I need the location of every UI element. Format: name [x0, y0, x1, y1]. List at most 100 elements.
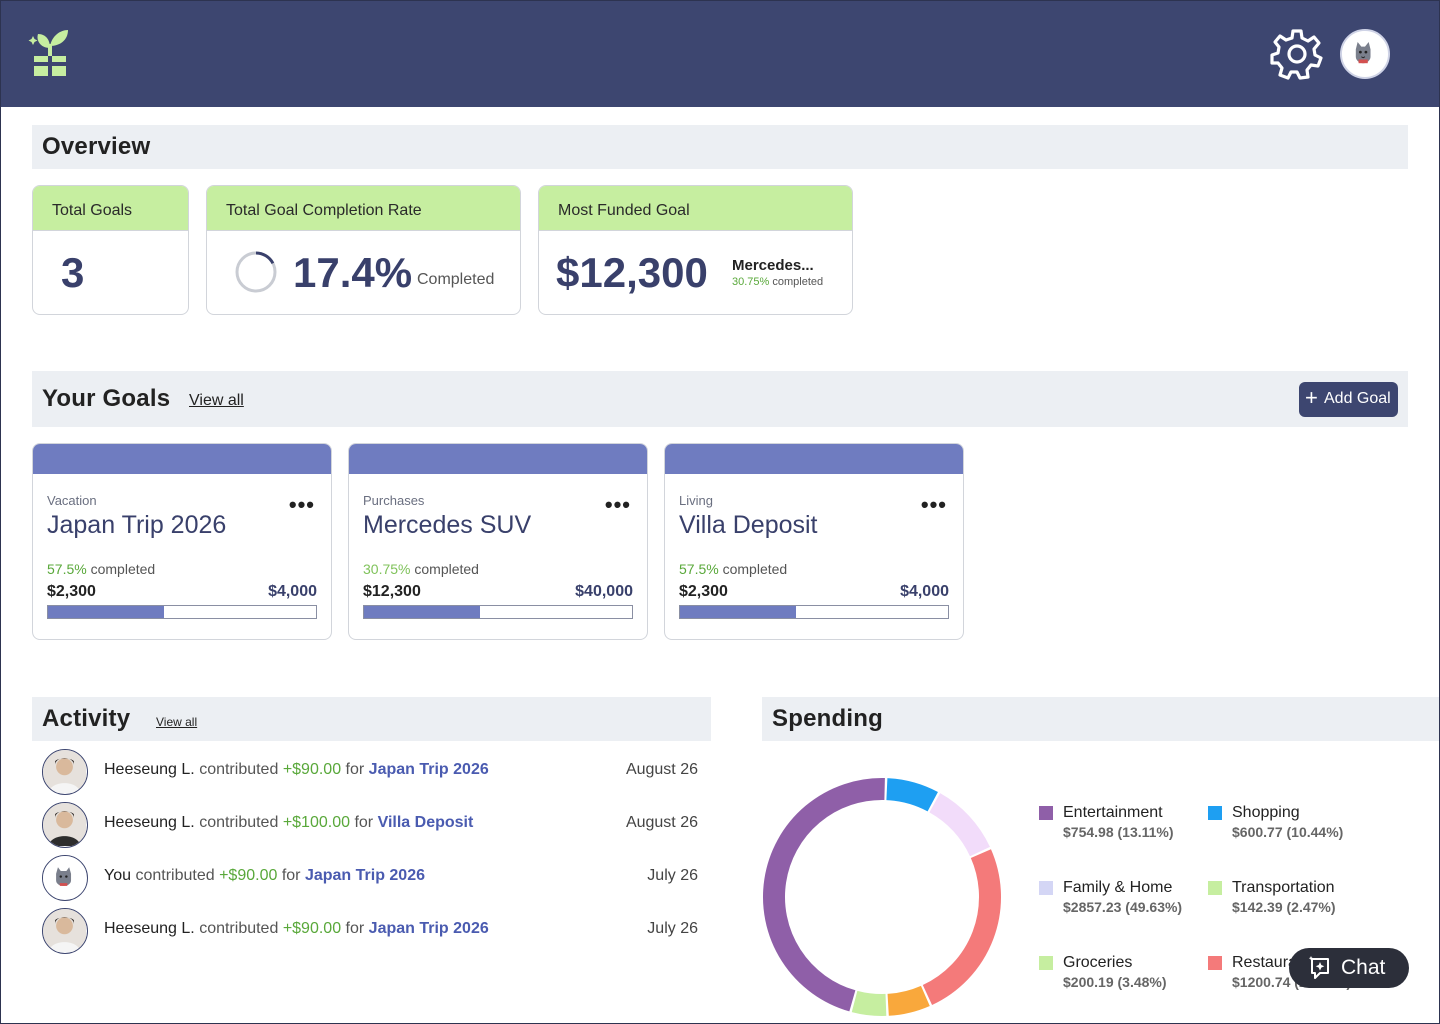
donut-slice-entertainment[interactable]: [763, 778, 885, 1012]
activity-text: Heeseung L. contributed +$100.00 for Vil…: [104, 814, 474, 831]
legend-swatch: [1039, 881, 1053, 895]
overview-header: Overview: [32, 125, 1408, 169]
activity-text: Heeseung L. contributed +$90.00 for Japa…: [104, 920, 489, 937]
avatar: [42, 749, 88, 795]
legend-value: $2857.23 (49.63%): [1063, 899, 1183, 915]
activity-header: Activity View all: [32, 697, 711, 741]
activity-date: July 26: [647, 867, 698, 884]
goal-card-band: [349, 444, 647, 474]
goal-target-amount: $4,000: [268, 583, 317, 600]
completion-rate-value: 17.4%: [293, 249, 413, 296]
chat-label: Chat: [1341, 956, 1386, 979]
goal-card-band: [33, 444, 331, 474]
most-funded-goal-name[interactable]: Mercedes...: [732, 257, 814, 274]
add-goal-button[interactable]: + Add Goal: [1299, 382, 1398, 417]
legend-value: $142.39 (2.47%): [1232, 899, 1336, 915]
activity-row[interactable]: Heeseung L. contributed +$100.00 for Vil…: [42, 800, 702, 848]
activity-row[interactable]: You contributed +$90.00 for Japan Trip 2…: [42, 853, 702, 901]
goal-card[interactable]: Purchases Mercedes SUV ••• 30.75% comple…: [348, 443, 648, 640]
goal-saved-amount: $2,300: [679, 583, 728, 600]
goal-card-band: [665, 444, 963, 474]
most-funded-card: Most Funded Goal $12,300 Mercedes... 30.…: [538, 185, 853, 315]
legend-value: $600.77 (10.44%): [1232, 824, 1344, 840]
sprout-logo-icon[interactable]: [28, 26, 72, 80]
plus-icon: +: [1305, 385, 1318, 410]
person-avatar-icon: [43, 909, 86, 952]
more-options-icon[interactable]: •••: [604, 492, 631, 517]
activity-title: Activity: [42, 705, 131, 732]
top-header: [0, 0, 1440, 107]
user-avatar[interactable]: [1340, 29, 1390, 79]
goal-saved-amount: $2,300: [47, 583, 96, 600]
activity-text: Heeseung L. contributed +$90.00 for Japa…: [104, 761, 489, 778]
more-options-icon[interactable]: •••: [920, 492, 947, 517]
activity-row[interactable]: Heeseung L. contributed +$90.00 for Japa…: [42, 906, 702, 954]
avatar: [42, 908, 88, 954]
activity-date: August 26: [625, 814, 698, 831]
legend-swatch: [1208, 806, 1222, 820]
most-funded-label: Most Funded Goal: [539, 186, 852, 231]
spending-donut-chart: [763, 778, 1001, 1016]
person-avatar-icon: [43, 750, 86, 793]
goal-name: Villa Deposit: [679, 511, 818, 539]
goal-category: Living: [679, 493, 713, 508]
total-goals-label: Total Goals: [33, 186, 188, 231]
spending-title: Spending: [772, 705, 883, 732]
donut-slice-groceries[interactable]: [851, 990, 887, 1016]
cat-avatar-icon: [43, 856, 86, 899]
goal-card[interactable]: Vacation Japan Trip 2026 ••• 57.5% compl…: [32, 443, 332, 640]
goals-header: Your Goals View all: [32, 371, 1408, 427]
legend-swatch: [1039, 956, 1053, 970]
most-funded-value: $12,300: [556, 249, 708, 296]
activity-date: August 26: [625, 761, 698, 778]
activity-row[interactable]: Heeseung L. contributed +$90.00 for Japa…: [42, 747, 702, 795]
total-goals-value: 3: [61, 249, 85, 296]
legend-label: Entertainment: [1063, 804, 1163, 821]
legend-label: Family & Home: [1063, 879, 1173, 896]
goal-card[interactable]: Living Villa Deposit ••• 57.5% completed…: [664, 443, 964, 640]
goal-progress-fill: [48, 606, 164, 618]
goals-title: Your Goals: [42, 385, 171, 412]
goal-category: Purchases: [363, 493, 425, 508]
cat-avatar-icon: [1342, 31, 1385, 74]
overview-title: Overview: [42, 133, 151, 160]
spending-header: Spending: [762, 697, 1440, 741]
activity-date: July 26: [647, 920, 698, 937]
goal-name: Japan Trip 2026: [47, 511, 227, 539]
most-funded-pct: 30.75% completed: [732, 276, 824, 288]
donut-slice-shopping[interactable]: [886, 778, 938, 812]
legend-swatch: [1208, 881, 1222, 895]
settings-gear-icon[interactable]: [1270, 27, 1324, 81]
donut-slice-orange[interactable]: [887, 985, 930, 1016]
activity-text: You contributed +$90.00 for Japan Trip 2…: [104, 867, 425, 884]
legend-label: Groceries: [1063, 954, 1133, 971]
completion-rate-suffix: Completed: [417, 271, 495, 288]
activity-view-all-link[interactable]: View all: [156, 715, 198, 729]
goal-progress-fill: [364, 606, 480, 618]
chat-button[interactable]: Chat: [1289, 948, 1409, 988]
avatar: [42, 855, 88, 901]
goal-completion: 57.5% completed: [47, 561, 156, 577]
goals-view-all-link[interactable]: View all: [189, 392, 244, 409]
goal-progress-fill: [680, 606, 796, 618]
goal-completion: 57.5% completed: [679, 561, 788, 577]
legend-swatch: [1039, 806, 1053, 820]
goal-category: Vacation: [47, 493, 97, 508]
goal-completion: 30.75% completed: [363, 561, 479, 577]
legend-value: $754.98 (13.11%): [1063, 824, 1174, 840]
completion-rate-label: Total Goal Completion Rate: [207, 186, 520, 231]
person-avatar-icon: [43, 803, 86, 846]
avatar: [42, 802, 88, 848]
goal-progress-bar: [679, 605, 949, 619]
more-options-icon[interactable]: •••: [288, 492, 315, 517]
goal-target-amount: $40,000: [575, 583, 633, 600]
legend-label: Transportation: [1232, 879, 1335, 896]
completion-ring-icon: [235, 251, 277, 293]
total-goals-card: Total Goals 3: [32, 185, 189, 315]
goal-progress-bar: [363, 605, 633, 619]
legend-label: Shopping: [1232, 804, 1300, 821]
donut-slice-family-home[interactable]: [929, 793, 990, 857]
goal-target-amount: $4,000: [900, 583, 949, 600]
donut-slice-restaurants[interactable]: [922, 849, 1001, 1005]
chat-sparkle-icon: [1308, 956, 1329, 979]
